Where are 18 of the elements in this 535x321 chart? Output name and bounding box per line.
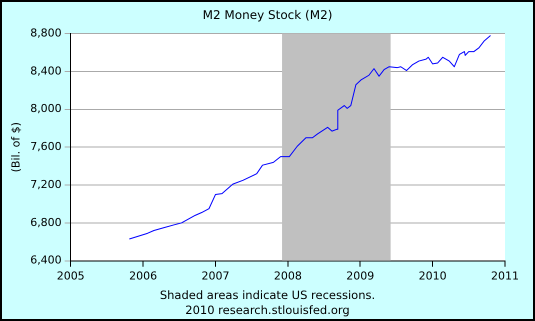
y-tick-label: 6,400 <box>30 254 62 267</box>
x-tick-label: 2005 <box>56 269 85 282</box>
text: Shaded areas indicate US recessions. <box>158 288 376 303</box>
x-tick-label: 2009 <box>346 269 374 282</box>
y-tick-label: 8,800 <box>30 26 62 40</box>
x-tick-label: 2011 <box>491 269 519 282</box>
x-tick-label: 2008 <box>274 269 302 282</box>
x-tick-label: 2006 <box>129 269 158 282</box>
text: 2010 research.stlouisfed.org <box>184 303 351 318</box>
y-tick-label: 7,200 <box>30 178 62 191</box>
y-tick-label: 8,000 <box>30 102 62 116</box>
chart-title: M2 Money Stock (M2) <box>202 8 334 22</box>
y-axis-title: (Bil. of $) <box>9 122 22 172</box>
y-tick-label: 7,600 <box>30 140 62 154</box>
y-tick-label: 6,800 <box>30 216 62 229</box>
x-tick-label: 2007 <box>201 269 230 282</box>
y-tick-label: 8,400 <box>30 64 62 78</box>
x-tick-label: 2010 <box>418 269 447 282</box>
